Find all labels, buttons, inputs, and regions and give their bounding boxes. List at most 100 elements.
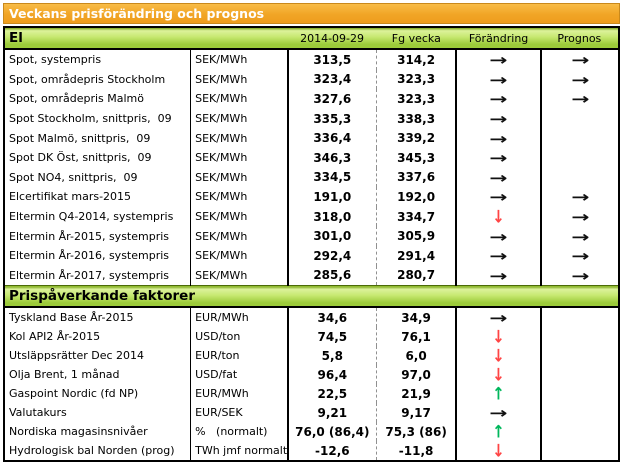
row-label: Spot, systempris (4, 49, 192, 70)
value-current: 323,4 (287, 69, 377, 90)
forecast-cell: → (541, 49, 619, 70)
right-arrow-icon: → (489, 227, 508, 246)
value-current: 335,3 (287, 108, 377, 129)
up-arrow-icon: ↑ (492, 422, 505, 442)
forecast-cell: → (541, 266, 619, 286)
up-arrow-icon: ↑ (492, 384, 505, 404)
forecast-cell (541, 327, 619, 346)
row-label: Gaspoint Nordic (fd NP) (4, 384, 192, 404)
change-cell: → (456, 108, 542, 129)
change-cell: → (456, 167, 542, 188)
value-current: 76,0 (86,4) (287, 422, 377, 442)
right-arrow-icon: → (489, 149, 508, 168)
forecast-cell (541, 346, 619, 365)
row-unit: SEK/MWh (190, 108, 289, 129)
table-row: Gaspoint Nordic (fd NP) EUR/MWh 22,5 21,9 ↑ (4, 384, 619, 404)
row-label: Spot, områdepris Malmö (4, 89, 192, 109)
table-row: Kol API2 År-2015 USD/ton 74,5 76,1 ↓ (4, 327, 619, 347)
row-unit: SEK/MWh (190, 128, 289, 148)
forecast-cell (541, 422, 619, 441)
row-label: Spot Stockholm, snittpris, 09 (4, 108, 192, 129)
down-arrow-icon: ↓ (492, 346, 505, 366)
column-header-change: Förändring (456, 26, 541, 50)
table-row: Tyskland Base År-2015 EUR/MWh 34,6 34,9 → (4, 307, 619, 328)
row-unit: EUR/MWh (190, 307, 289, 328)
change-cell: → (456, 187, 542, 207)
right-arrow-icon: → (570, 188, 589, 207)
table-row: Eltermin År-2015, systempris SEK/MWh 301,0… (4, 226, 619, 246)
row-label: Spot DK Öst, snittpris, 09 (4, 147, 192, 168)
forecast-cell (541, 403, 619, 422)
table-row: Spot NO4, snittpris, 09 SEK/MWh 334,5 337,6… (4, 167, 619, 188)
row-label: Valutakurs (4, 403, 192, 423)
row-label: Eltermin År-2015, systempris (4, 226, 192, 246)
value-current: 191,0 (287, 187, 377, 207)
value-current: 346,3 (287, 147, 377, 168)
change-cell: → (456, 147, 542, 168)
value-current: 334,5 (287, 167, 377, 188)
row-label: Olja Brent, 1 månad (4, 365, 192, 385)
down-arrow-icon: ↓ (492, 441, 505, 462)
row-unit: SEK/MWh (190, 69, 289, 90)
row-unit: EUR/ton (190, 346, 289, 366)
row-unit: SEK/MWh (190, 147, 289, 168)
value-current: 22,5 (287, 384, 377, 404)
right-arrow-icon: → (570, 51, 589, 70)
value-previous: 280,7 (376, 265, 458, 286)
change-cell: ↓ (456, 365, 542, 385)
value-current: 327,6 (287, 89, 377, 109)
right-arrow-icon: → (489, 266, 508, 285)
change-cell: → (456, 49, 542, 70)
change-cell: → (456, 265, 542, 286)
table-row: Spot, områdepris Stockholm SEK/MWh 323,4 32… (4, 69, 619, 90)
value-previous: 339,2 (376, 128, 458, 148)
change-cell: → (456, 128, 542, 148)
forecast-cell: → (541, 226, 619, 246)
value-previous: 34,9 (376, 307, 458, 328)
right-arrow-icon: → (570, 70, 589, 89)
table-row: Olja Brent, 1 månad USD/fat 96,4 97,0 ↓ (4, 365, 619, 385)
value-previous: 76,1 (376, 327, 458, 347)
change-cell: ↓ (456, 327, 542, 347)
value-previous: 75,3 (86) (376, 422, 458, 442)
row-unit: TWh jmf normalt (190, 441, 289, 462)
value-current: 285,6 (287, 265, 377, 286)
right-arrow-icon: → (570, 266, 589, 285)
row-unit: SEK/MWh (190, 167, 289, 188)
price-table: El 2014-09-29 Fg vecka Förändring Prognos Spo… (3, 26, 620, 462)
right-arrow-icon: → (570, 208, 589, 227)
forecast-cell: → (541, 70, 619, 90)
value-current: 292,4 (287, 245, 377, 266)
row-label: Nordiska magasinsnivåer (4, 422, 192, 442)
column-header-forecast: Prognos (540, 26, 619, 50)
row-label: Tyskland Base År-2015 (4, 307, 192, 328)
row-unit: SEK/MWh (190, 265, 289, 286)
forecast-cell (541, 148, 619, 168)
forecast-cell (541, 109, 619, 129)
value-current: 9,21 (287, 403, 377, 423)
forecast-cell: → (541, 207, 619, 227)
row-label: Eltermin År-2017, systempris (4, 265, 192, 286)
change-cell: ↓ (456, 206, 542, 227)
table-row: Hydrologisk bal Norden (prog) TWh jmf nor… (4, 441, 619, 462)
column-header-date: 2014-09-29 (287, 26, 377, 50)
right-arrow-icon: → (489, 51, 508, 70)
change-cell: → (456, 226, 542, 246)
row-label: Spot NO4, snittpris, 09 (4, 167, 192, 188)
table-row: Utsläppsrätter Dec 2014 EUR/ton 5,8 6,0 ↓ (4, 346, 619, 366)
right-arrow-icon: → (489, 129, 508, 148)
value-previous: 305,9 (376, 226, 458, 246)
change-cell: ↓ (456, 441, 542, 462)
right-arrow-icon: → (489, 247, 508, 266)
right-arrow-icon: → (570, 247, 589, 266)
forecast-cell: → (541, 187, 619, 207)
down-arrow-icon: ↓ (492, 365, 505, 385)
row-label: Kol API2 År-2015 (4, 327, 192, 347)
row-unit: EUR/SEK (190, 403, 289, 423)
forecast-cell (541, 128, 619, 148)
row-label: Spot Malmö, snittpris, 09 (4, 128, 192, 148)
down-arrow-icon: ↓ (492, 206, 505, 227)
value-previous: 337,6 (376, 167, 458, 188)
row-label: Hydrologisk bal Norden (prog) (4, 441, 192, 462)
